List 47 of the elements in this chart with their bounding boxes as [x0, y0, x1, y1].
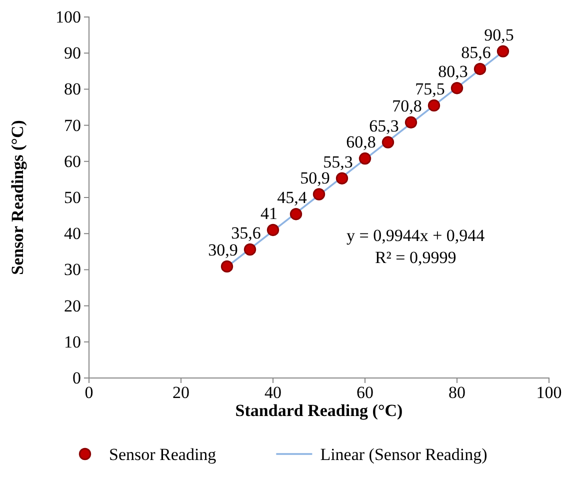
x-tick-label: 100	[536, 383, 562, 402]
data-label: 75,5	[415, 79, 445, 98]
y-tick-label: 40	[64, 224, 81, 244]
point	[474, 62, 486, 76]
y-tick-label: 70	[64, 116, 81, 135]
y-tick-label: 90	[64, 44, 81, 63]
data-label: 90,5	[484, 25, 514, 44]
point	[358, 152, 372, 165]
x-axis-title: Standard Reading (°C)	[235, 401, 403, 420]
y-tick-label: 30	[64, 260, 81, 280]
y-tick-label: 10	[64, 332, 81, 352]
data-label: 45,4	[277, 188, 308, 208]
point	[220, 260, 234, 273]
annotation: R² = 0,9999	[374, 248, 456, 267]
point	[336, 172, 348, 184]
data-label: 65,3	[369, 116, 399, 136]
x-tick-label: 80	[448, 383, 466, 402]
x-tick-label: 0	[84, 383, 94, 402]
x-tick-label: 20	[172, 383, 190, 402]
x-tick-label: 60	[356, 383, 374, 402]
annotation: y = 0,9944x + 0,944	[346, 226, 486, 245]
legend-label: Sensor Reading	[109, 445, 217, 464]
point	[496, 45, 510, 58]
y-tick-label: 60	[64, 152, 81, 171]
point	[404, 116, 418, 129]
data-label: 30,9	[208, 240, 238, 260]
y-axis-title: Sensor Readings (°C)	[8, 120, 27, 275]
y-tick-label: 80	[64, 80, 81, 99]
point	[450, 82, 464, 94]
point	[382, 136, 394, 148]
legend-label: Linear (Sensor Reading)	[320, 445, 488, 464]
y-tick-label: 50	[64, 188, 81, 207]
point	[244, 243, 256, 256]
y-tick-label: 100	[56, 7, 81, 26]
data-label: 70,8	[392, 96, 422, 116]
x-tick-label: 40	[264, 383, 282, 402]
y-tick-label: 20	[64, 296, 81, 316]
point	[428, 99, 440, 112]
data-label: 41	[260, 204, 278, 223]
point	[312, 188, 326, 200]
data-label: 80,3	[438, 62, 468, 82]
y-tick-label: 0	[72, 368, 81, 388]
data-label: 85,6	[461, 42, 491, 62]
point	[266, 224, 280, 236]
data-label: 35,6	[231, 223, 261, 242]
point	[290, 208, 302, 220]
data-label: 60,8	[346, 132, 376, 152]
